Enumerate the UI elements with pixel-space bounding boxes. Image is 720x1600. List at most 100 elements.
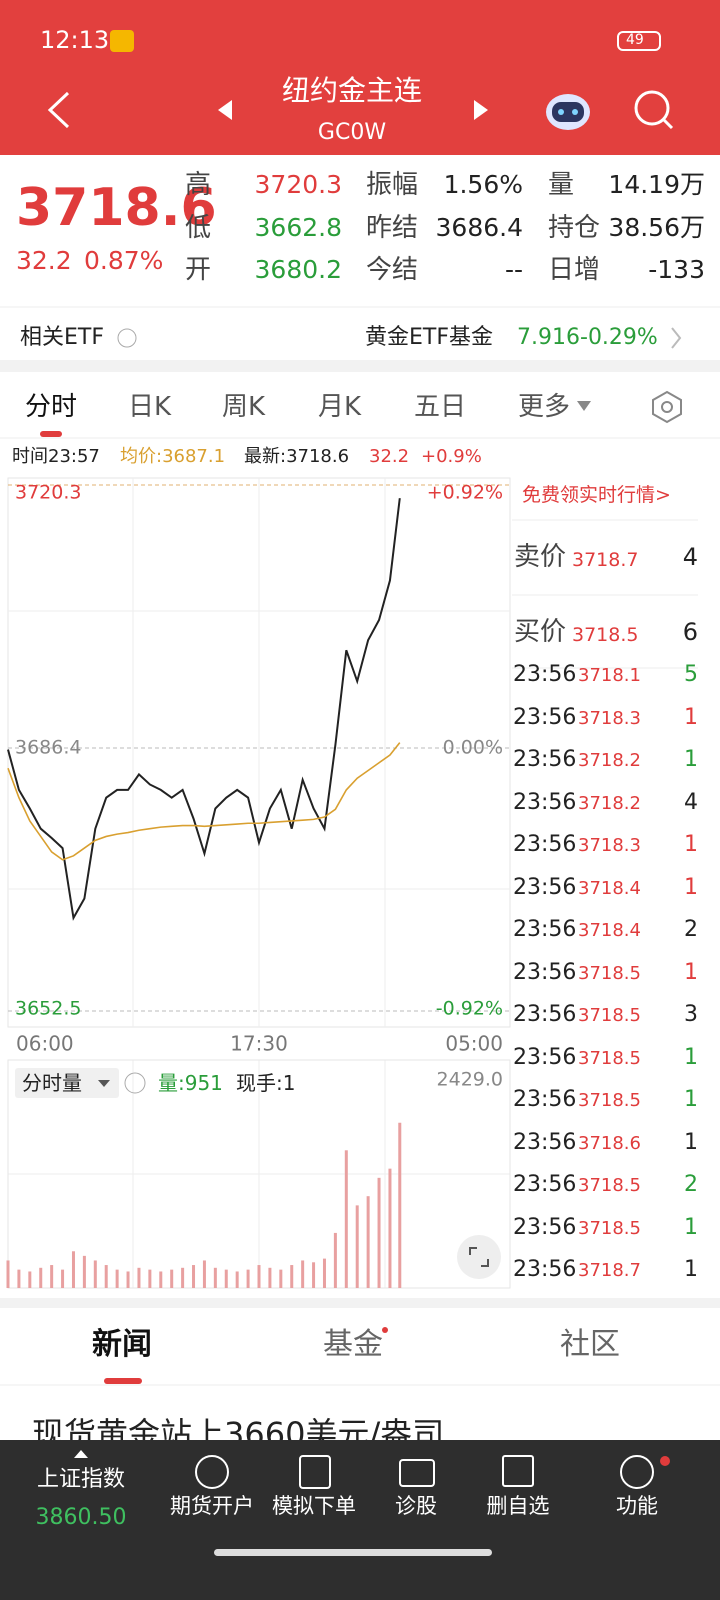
trade-time: 23:56 <box>513 1044 577 1070</box>
trade-price: 3718.5 <box>578 1047 641 1069</box>
volume-bar <box>257 1265 261 1288</box>
stat-label: 昨结 <box>366 212 419 243</box>
content-tab[interactable]: 社区 <box>560 1327 620 1362</box>
trade-time: 23:56 <box>513 789 577 815</box>
trade-time: 23:56 <box>513 1129 577 1155</box>
trade-price: 3718.2 <box>578 792 641 814</box>
x-tick-label: 06:00 <box>16 1032 74 1056</box>
stat-value: 3662.8 <box>254 212 342 242</box>
volume-bar <box>279 1269 283 1288</box>
stat-label: 开 <box>185 255 212 285</box>
notif-icon <box>110 30 134 52</box>
volume-bar <box>301 1260 305 1288</box>
nav-item[interactable]: 模拟下单 <box>272 1494 356 1518</box>
trade-price: 3718.3 <box>578 707 641 729</box>
y-tick-label: 3720.3 <box>15 482 81 504</box>
nav-bg <box>0 1440 720 1600</box>
nav-item[interactable]: 诊股 <box>395 1494 437 1518</box>
stat-value: 3680.2 <box>254 255 342 284</box>
trade-time: 23:56 <box>513 662 577 687</box>
ask-size: 4 <box>682 543 698 571</box>
tab[interactable]: 周K <box>222 392 266 422</box>
tab-indicator <box>40 431 62 437</box>
home-indicator <box>214 1549 492 1556</box>
trade-price: 3718.2 <box>578 750 641 771</box>
trade-price: 3718.4 <box>578 920 641 941</box>
bid-price: 3718.5 <box>572 624 639 646</box>
trade-price: 3718.3 <box>578 835 641 856</box>
trade-size: 2 <box>684 917 698 942</box>
nav-item[interactable]: 功能 <box>616 1494 658 1518</box>
headline[interactable]: 现货黄金站上3660美元/盎司 <box>32 1415 445 1440</box>
volume-bar <box>148 1269 152 1288</box>
nav-item[interactable]: 期货开户 <box>170 1494 254 1518</box>
prev-button[interactable] <box>218 100 232 120</box>
volume-selector[interactable] <box>15 1068 119 1098</box>
trade-size: 1 <box>684 1257 698 1282</box>
content-tab[interactable]: 基金 <box>323 1327 383 1362</box>
tab[interactable]: 更多 <box>518 392 571 422</box>
y2-tick-label: -0.92% <box>436 998 503 1020</box>
fullscreen-button[interactable] <box>457 1235 501 1279</box>
trade-size: 1 <box>684 1129 698 1155</box>
stat-value: 3720.3 <box>254 170 342 199</box>
volume-bar <box>170 1269 174 1288</box>
trade-price: 3718.5 <box>578 1090 641 1111</box>
y2-tick-label: 0.00% <box>443 737 503 759</box>
help-icon[interactable] <box>117 328 137 348</box>
trade-time: 23:56 <box>513 1214 577 1240</box>
trade-size: 4 <box>684 789 698 815</box>
next-button[interactable] <box>474 100 488 120</box>
stat-value: 3686.4 <box>435 212 523 242</box>
x-tick-label: 05:00 <box>445 1032 503 1056</box>
volume-bar <box>104 1265 108 1288</box>
stat-label: 量 <box>548 170 575 200</box>
volume-bar <box>82 1255 86 1288</box>
trade-price: 3718.5 <box>578 1005 641 1026</box>
search-button[interactable] <box>634 90 670 126</box>
volume-bar <box>115 1269 119 1288</box>
back-button[interactable] <box>47 91 70 129</box>
hand: 现手:1 <box>236 1071 296 1095</box>
trade-size: 1 <box>684 959 698 985</box>
stat-value: -133 <box>648 255 705 284</box>
stat-label: 今结 <box>366 255 419 285</box>
nav-item[interactable]: 删自选 <box>486 1494 550 1518</box>
robot-icon[interactable] <box>546 94 590 130</box>
battery <box>617 31 661 51</box>
header-bg <box>0 0 720 155</box>
volume-bar <box>159 1271 163 1288</box>
trade-size: 1 <box>684 1044 698 1070</box>
index-name[interactable]: 上证指数 <box>36 1467 125 1492</box>
promo[interactable]: 免费领实时行情> <box>522 484 671 506</box>
settings-button[interactable] <box>652 390 682 424</box>
stat-value: 14.19万 <box>608 170 705 199</box>
trade-size: 2 <box>684 1172 698 1197</box>
etf-name[interactable]: 黄金ETF基金 <box>365 325 493 350</box>
volume-bar <box>355 1205 359 1288</box>
trade-time: 23:56 <box>513 704 577 730</box>
y-tick-label: 3686.4 <box>15 737 81 759</box>
stat-value: 38.56万 <box>608 212 705 242</box>
trade-size: 5 <box>684 662 698 687</box>
book-lines <box>512 519 698 669</box>
volume-bar <box>28 1271 32 1288</box>
battery-level: 49 <box>626 32 644 48</box>
stat-label: 高 <box>185 170 212 200</box>
volume-bar <box>61 1269 65 1288</box>
volume-bar <box>333 1232 337 1288</box>
tab[interactable]: 月K <box>318 392 362 422</box>
bid-label: 买价 <box>514 617 567 647</box>
volume-bar <box>213 1267 217 1288</box>
chevron[interactable] <box>671 327 682 349</box>
volume-label[interactable]: 分时量 <box>22 1071 82 1095</box>
content-tab[interactable]: 新闻 <box>92 1327 152 1362</box>
trade-price: 3718.5 <box>578 1217 641 1239</box>
tab[interactable]: 五日 <box>414 392 467 422</box>
layout-grid <box>8 478 510 1288</box>
tab[interactable]: 日K <box>128 392 172 422</box>
series-line <box>7 498 401 921</box>
tab[interactable]: 分时 <box>25 392 78 422</box>
trade-size: 1 <box>684 1214 698 1240</box>
